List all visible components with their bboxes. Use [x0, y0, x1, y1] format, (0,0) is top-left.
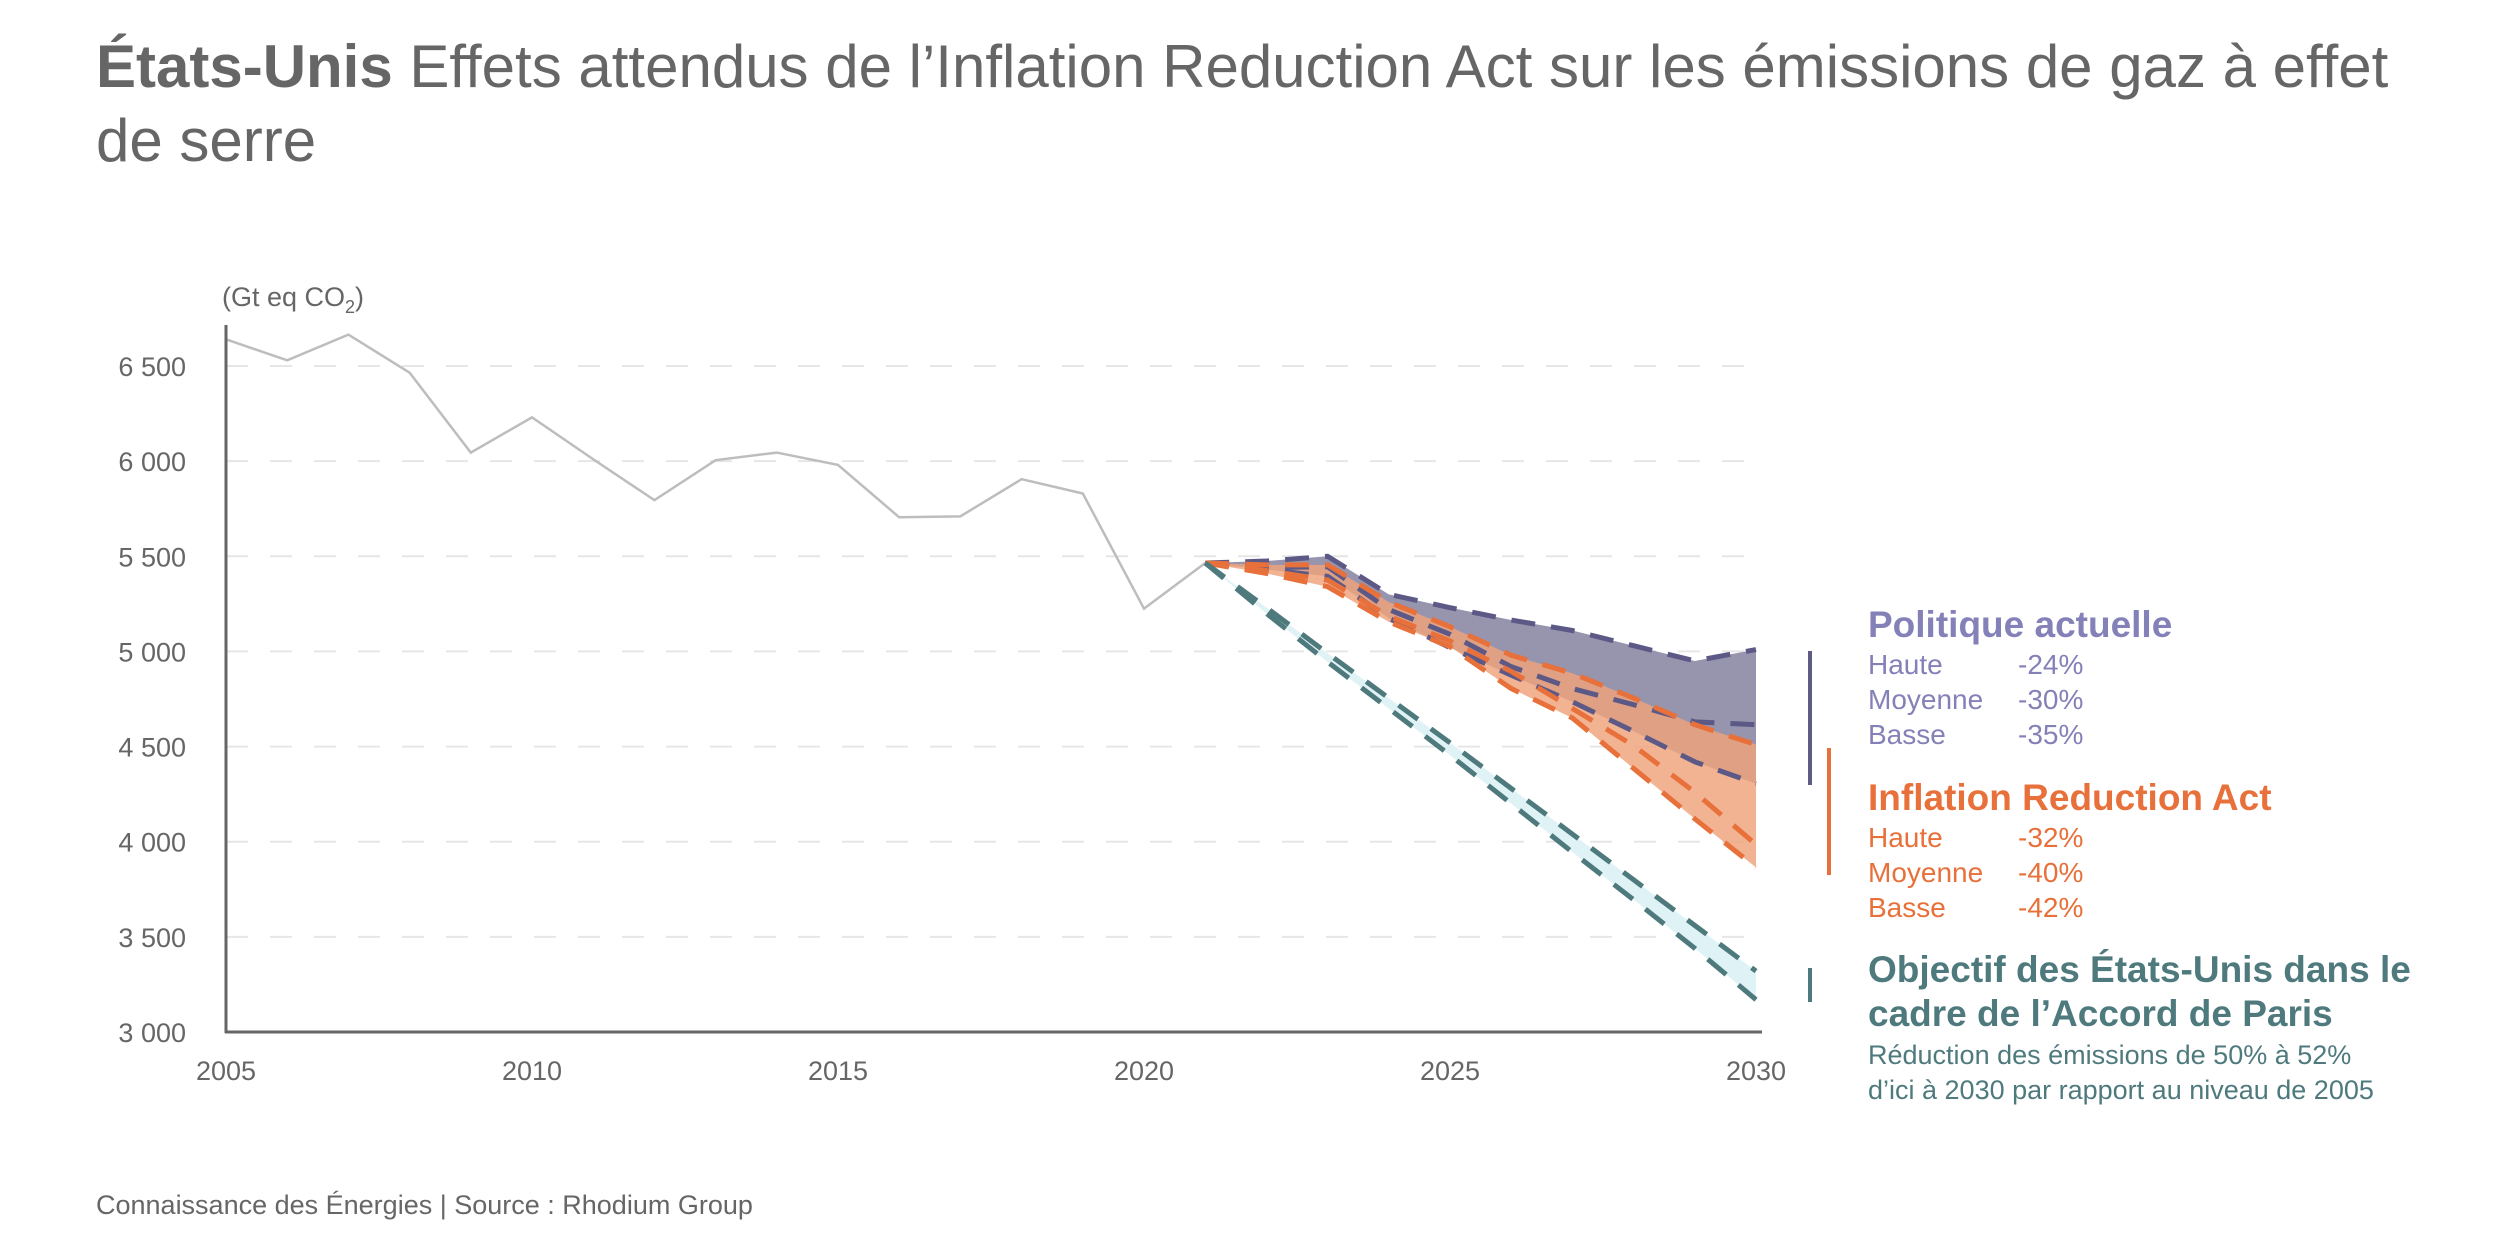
legend-row-label: Moyenne: [1868, 857, 1984, 888]
legend-row-label: Basse: [1868, 892, 1946, 923]
ira-range-bar: [1827, 748, 1831, 875]
y-tick-label: 3 500: [118, 923, 186, 953]
legend-row-value: -42%: [2018, 892, 2084, 923]
y-axis-label: (Gt eq CO2): [222, 282, 364, 317]
grid-lines: [226, 365, 1760, 938]
x-tick-label: 2020: [1114, 1056, 1174, 1086]
y-tick-label: 6 500: [118, 352, 186, 382]
legend-row: Moyenne -40%: [1868, 855, 2272, 890]
ira-band: [1205, 562, 1756, 868]
title-country: États-Unis: [96, 33, 393, 100]
x-tick-label: 2010: [502, 1056, 562, 1086]
current-policy-range-bar: [1808, 651, 1812, 785]
tick-labels: 3 000 3 500 4 000 4 500 5 000 5 500 6 000 6 500…: [118, 352, 1786, 1086]
current-projection-line: [1205, 553, 1757, 664]
legend-row-value: -40%: [2018, 857, 2084, 888]
legend-ira-title: Inflation Reduction Act: [1868, 777, 2272, 818]
y-tick-label: 4 000: [118, 828, 186, 858]
x-tick-label: 2015: [808, 1056, 868, 1086]
legend-row-label: Moyenne: [1868, 684, 1984, 715]
legend-paris-desc-1: Réduction des émissions de 50% à 52%: [1868, 1040, 2352, 1070]
y-tick-label: 5 500: [118, 542, 186, 572]
legend-row: Basse -35%: [1868, 717, 2172, 752]
paris-projection-line: [1203, 560, 1758, 974]
legend-row-value: -24%: [2018, 649, 2084, 680]
legend-row-value: -30%: [2018, 684, 2084, 715]
y-tick-label: 4 500: [118, 733, 186, 763]
axes: [224, 325, 1762, 1034]
ira-projection-line: [1204, 560, 1758, 870]
page-title: États-Unis Effets attendus de l’Inflatio…: [96, 30, 2396, 178]
legend-row: Haute -32%: [1868, 820, 2272, 855]
ira-projection-line: [1204, 560, 1758, 847]
legend-row: Moyenne -30%: [1868, 682, 2172, 717]
source-footer: Connaissance des Énergies | Source : Rho…: [96, 1190, 753, 1220]
legend-row-label: Haute: [1868, 649, 1943, 680]
x-tick-label: 2005: [196, 1056, 256, 1086]
y-tick-label: 5 000: [118, 637, 186, 667]
legend-current-policy: Politique actuelle Haute -24% Moyenne -30%…: [1868, 603, 2172, 752]
legend-paris-title-2: cadre de l’Accord de Paris: [1868, 993, 2333, 1034]
series-lines: [225, 333, 1758, 1002]
legend-ira: Inflation Reduction Act Haute -32% Moyenn…: [1868, 776, 2272, 925]
x-tick-label: 2025: [1420, 1056, 1480, 1086]
legend-paris: Objectif des États-Unis dans le cadre de…: [1868, 948, 2411, 1108]
y-tick-label: 6 000: [118, 447, 186, 477]
legend-row: Basse -42%: [1868, 890, 2272, 925]
ira-projection-line: [1205, 560, 1757, 748]
title-text: Effets attendus de l’Inflation Reduction…: [96, 33, 2389, 174]
legend-row-value: -35%: [2018, 719, 2084, 750]
y-tick-label: 3 000: [118, 1018, 186, 1048]
legend-row-value: -32%: [2018, 822, 2084, 853]
legend-row-label: Haute: [1868, 822, 1943, 853]
legend-paris-desc-2: d’ici à 2030 par rapport au niveau de 20…: [1868, 1075, 2374, 1105]
paris-range-bar: [1808, 968, 1812, 1002]
history-line: [225, 333, 1206, 611]
legend-paris-title-1: Objectif des États-Unis dans le: [1868, 949, 2411, 990]
legend-current-title: Politique actuelle: [1868, 604, 2173, 645]
legend-row: Haute -24%: [1868, 647, 2172, 682]
x-tick-label: 2030: [1726, 1056, 1786, 1086]
legend-row-label: Basse: [1868, 719, 1946, 750]
